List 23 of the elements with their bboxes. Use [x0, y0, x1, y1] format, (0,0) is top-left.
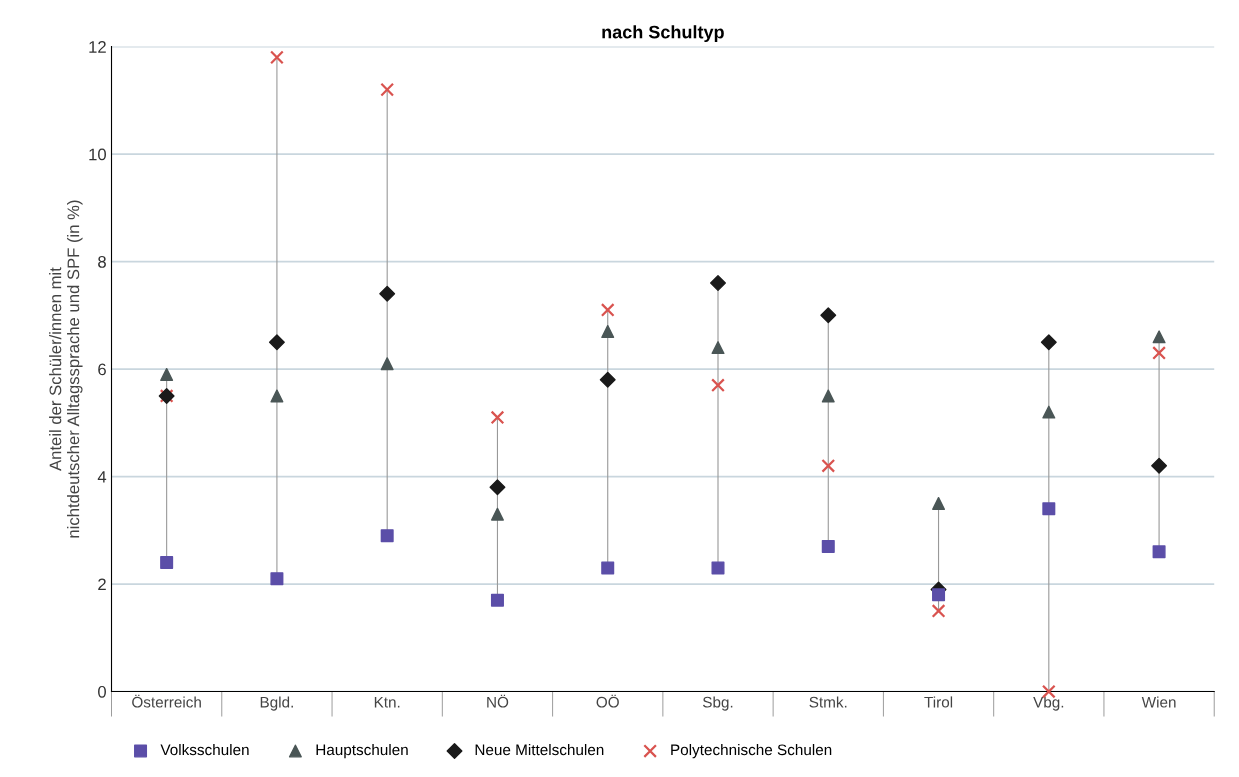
x-tick-label: Vbg. — [1033, 696, 1064, 711]
legend-label: Polytechnische Schulen — [671, 743, 832, 759]
x-tick-label: Tirol — [924, 696, 953, 708]
x-tick-label: OÖ — [596, 694, 619, 708]
y-tick-label: 0 — [98, 685, 106, 698]
y-tick-label: 4 — [97, 471, 107, 483]
legend-label: Hauptschulen — [316, 743, 408, 759]
y-axis-title: Anteil der Schüler/innen mit nichtdeutscher Alltagssprache und SPF (in %) — [49, 200, 83, 538]
y-tick-label: 10 — [89, 148, 106, 161]
x-tick-label: Bgld. — [260, 696, 293, 711]
x-tick-label: Österreich — [132, 694, 201, 708]
legend-label: Volksschulen — [160, 743, 249, 756]
y-tick-label: 2 — [98, 578, 106, 591]
legend-label: Neue Mittelschulen — [475, 743, 604, 756]
x-tick-label: Stmk. — [809, 696, 847, 708]
x-tick-label: Sbg. — [702, 696, 733, 711]
x-tick-label: Wien — [1141, 696, 1176, 708]
x-tick-label: Ktn. — [374, 696, 400, 708]
y-tick-label: 8 — [98, 255, 106, 268]
chart-title: nach Schultyp — [602, 25, 724, 43]
y-tick-label: 12 — [89, 41, 106, 53]
x-tick-label: NÖ — [487, 694, 509, 708]
y-tick-label: 6 — [98, 363, 106, 376]
